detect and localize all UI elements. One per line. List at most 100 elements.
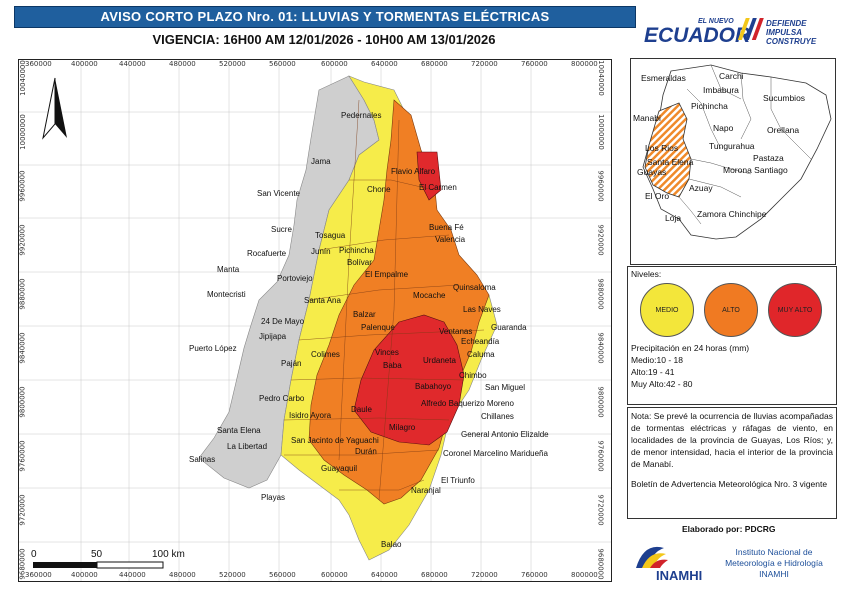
legend-title: Niveles: — [631, 269, 662, 279]
x-tick: 720000 — [471, 60, 498, 68]
y-tick-right: 9720000 — [596, 494, 605, 526]
place-label: Flavio Alfaro — [391, 167, 436, 176]
inset-label: Azuay — [689, 183, 713, 193]
x-tick: 760000 — [521, 60, 548, 68]
inset-label: Napo — [713, 123, 734, 133]
x-tick: 360000 — [25, 60, 52, 68]
y-tick: 9800000 — [18, 386, 27, 418]
prepared-by: Elaborado por: PDCRG — [682, 524, 776, 534]
precip-range-muy-alto: Muy Alto:42 - 80 — [631, 379, 693, 389]
institute-name: Instituto Nacional de Meteorología e Hid… — [725, 547, 823, 579]
scale-label-0: 0 — [31, 549, 37, 560]
x-tick: 520000 — [219, 60, 246, 68]
place-label: Echeandía — [461, 337, 500, 346]
x-tick: 600000 — [321, 60, 348, 68]
y-tick: 9680000 — [18, 548, 27, 580]
x-tick: 680000 — [421, 60, 448, 68]
inset-canvas: Esmeraldas Carchi Imbabura Pichincha Suc… — [633, 64, 832, 240]
inset-label: Los Rios — [645, 143, 678, 153]
inset-label: Carchi — [719, 71, 744, 81]
place-label: Daule — [351, 405, 372, 414]
level-alto-circle: ALTO — [704, 283, 758, 337]
place-label: Ventanas — [439, 327, 472, 336]
place-label: Valencia — [435, 235, 466, 244]
level-muy-alto-label: MUY ALTO — [777, 306, 813, 314]
y-tick: 9880000 — [18, 278, 27, 310]
main-map[interactable]: 0 50 100 km Pedernales Jama Flavio Alfar… — [18, 59, 612, 582]
x-tick-bottom: 440000 — [119, 571, 146, 579]
place-label: El Triunfo — [441, 476, 475, 485]
y-tick: 9760000 — [18, 440, 27, 472]
place-label: Durán — [355, 447, 377, 456]
y-tick-right: 9880000 — [596, 278, 605, 310]
place-label: Vinces — [375, 348, 399, 357]
canton-boundaries — [283, 99, 485, 501]
place-label: Las Naves — [463, 305, 501, 314]
level-muy-alto-circle: MUY ALTO — [768, 283, 822, 337]
inset-map-ecuador[interactable]: Esmeraldas Carchi Imbabura Pichincha Suc… — [630, 58, 836, 265]
place-label: Paján — [281, 359, 301, 368]
x-tick-bottom: 800000 — [571, 571, 598, 579]
y-tick: 9840000 — [18, 332, 27, 364]
place-label: Portoviejo — [277, 274, 313, 283]
x-tick: 800000 — [571, 60, 598, 68]
place-label: San Miguel — [485, 383, 525, 392]
inset-label: El Oro — [645, 191, 669, 201]
place-label: Jama — [311, 157, 331, 166]
place-label: Chimbo — [459, 371, 487, 380]
place-label: La Libertad — [227, 442, 267, 451]
place-label: Junín — [311, 247, 331, 256]
y-tick: 9960000 — [18, 170, 27, 202]
inset-label: Imbabura — [703, 85, 739, 95]
y-tick-right: 9840000 — [596, 332, 605, 364]
place-label: Tosagua — [315, 231, 346, 240]
place-label: Puerto López — [189, 344, 237, 353]
level-medio-label: MEDIO — [655, 306, 679, 314]
level-alto-label: ALTO — [722, 306, 740, 314]
logo-slogan-1: DEFIENDE — [766, 19, 807, 28]
x-tick: 440000 — [119, 60, 146, 68]
place-label: Playas — [261, 493, 285, 502]
place-label: Buena Fé — [429, 223, 464, 232]
scale-bar: 0 50 100 km — [31, 549, 185, 569]
x-tick: 640000 — [371, 60, 398, 68]
inset-label: Manabi — [633, 113, 661, 123]
map-canvas: 0 50 100 km Pedernales Jama Flavio Alfar… — [19, 60, 611, 581]
y-tick-right: 10000000 — [596, 114, 605, 150]
inset-label: Pichincha — [691, 101, 728, 111]
place-label: 24 De Mayo — [261, 317, 305, 326]
muy-alto-alert-area-central — [353, 314, 465, 446]
place-label: Isidro Ayora — [289, 411, 332, 420]
inset-alert-provinces — [644, 102, 692, 198]
y-tick-right: 9760000 — [596, 440, 605, 472]
logo-el-nuevo: EL NUEVO — [698, 18, 734, 25]
x-tick-bottom: 760000 — [521, 571, 548, 579]
place-label: El Carmen — [419, 183, 457, 192]
bulletin-text: Boletín de Advertencia Meteorológica Nro… — [631, 479, 828, 489]
y-tick: 9720000 — [18, 494, 27, 526]
place-label: Palenque — [361, 323, 395, 332]
logo-slogan-3: CONSTRUYE — [766, 37, 817, 46]
place-label: Guaranda — [491, 323, 527, 332]
place-label: Urdaneta — [423, 356, 456, 365]
inset-label: Esmeraldas — [641, 73, 686, 83]
place-label: Chone — [367, 185, 391, 194]
map-title: AVISO CORTO PLAZO Nro. 01: LLUVIAS Y TOR… — [14, 6, 636, 28]
place-label: Babahoyo — [415, 382, 452, 391]
inset-label: Zamora Chinchipe — [697, 209, 767, 219]
place-label: Salinas — [189, 455, 215, 464]
place-label: San Vicente — [257, 189, 301, 198]
place-label: Rocafuerte — [247, 249, 287, 258]
scale-label-50: 50 — [91, 549, 103, 560]
logo-ecuador: ECUADOR — [644, 24, 751, 47]
inset-label: Sucumbios — [763, 93, 805, 103]
place-label: Naranjal — [411, 486, 441, 495]
forecast-note: Nota: Se prevé la ocurrencia de lluvias … — [627, 407, 837, 519]
place-label: Baba — [383, 361, 402, 370]
level-medio-circle: MEDIO — [640, 283, 694, 337]
legend-panel: Niveles: MEDIO ALTO MUY ALTO Precipitaci… — [627, 266, 837, 405]
place-label: Alfredo Baquerizo Moreno — [421, 399, 514, 408]
inamhi-wordmark: INAMHI — [656, 568, 702, 582]
place-label: Balao — [381, 540, 402, 549]
place-label: Bolívar — [347, 258, 372, 267]
